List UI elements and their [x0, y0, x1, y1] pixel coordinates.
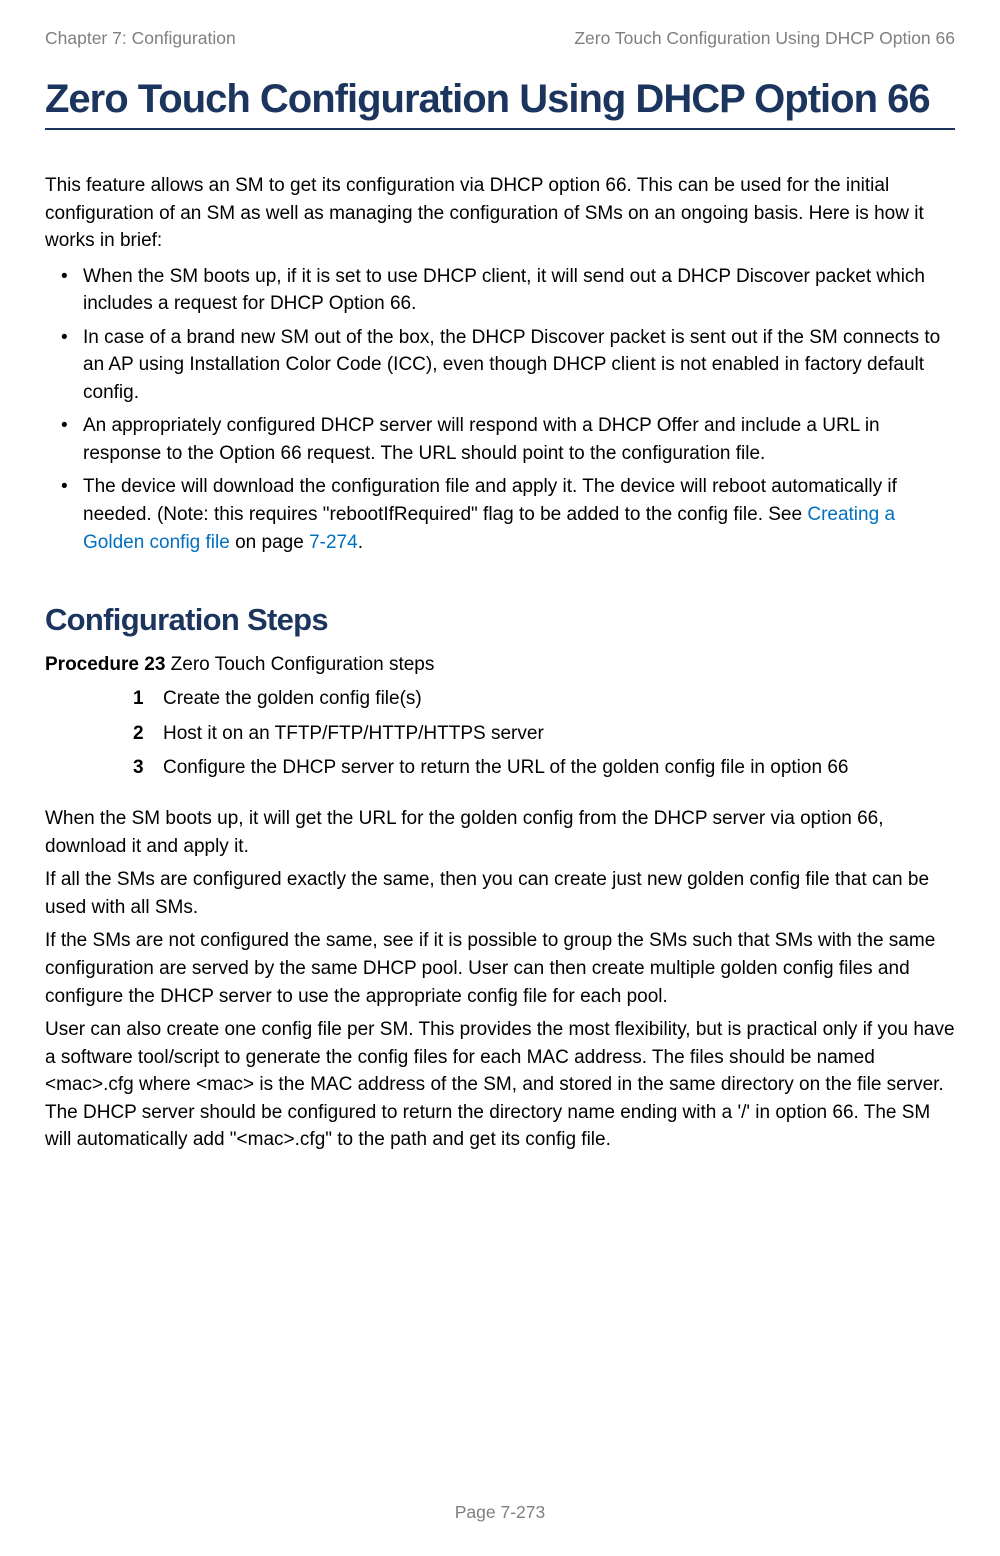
header-right: Zero Touch Configuration Using DHCP Opti…	[574, 28, 955, 49]
procedure-title: Zero Touch Configuration steps	[165, 654, 434, 675]
procedure-number: Procedure 23	[45, 654, 165, 675]
body-paragraph: When the SM boots up, it will get the UR…	[45, 805, 955, 860]
bullet-text: on page	[230, 532, 309, 553]
body-paragraph: User can also create one config file per…	[45, 1016, 955, 1154]
bullet-item: The device will download the configurati…	[45, 473, 955, 556]
page-header: Chapter 7: Configuration Zero Touch Conf…	[45, 28, 955, 49]
bullet-item: An appropriately configured DHCP server …	[45, 412, 955, 467]
bullet-item: When the SM boots up, if it is set to us…	[45, 263, 955, 318]
link-page-ref[interactable]: 7-274	[309, 532, 358, 553]
bullet-list: When the SM boots up, if it is set to us…	[45, 263, 955, 556]
page-footer: Page 7-273	[0, 1502, 1000, 1523]
procedure-steps: Create the golden config file(s) Host it…	[45, 684, 955, 783]
body-paragraph: If the SMs are not configured the same, …	[45, 927, 955, 1010]
header-left: Chapter 7: Configuration	[45, 28, 236, 49]
body-paragraph: If all the SMs are configured exactly th…	[45, 866, 955, 921]
procedure-label: Procedure 23 Zero Touch Configuration st…	[45, 654, 955, 676]
bullet-text: The device will download the configurati…	[83, 476, 897, 525]
bullet-text: .	[358, 532, 363, 553]
step-item: Host it on an TFTP/FTP/HTTP/HTTPS server	[45, 719, 955, 749]
step-item: Configure the DHCP server to return the …	[45, 753, 955, 783]
page-title: Zero Touch Configuration Using DHCP Opti…	[45, 77, 955, 130]
step-item: Create the golden config file(s)	[45, 684, 955, 714]
section-heading: Configuration Steps	[45, 602, 955, 638]
intro-paragraph: This feature allows an SM to get its con…	[45, 172, 955, 255]
bullet-item: In case of a brand new SM out of the box…	[45, 324, 955, 407]
